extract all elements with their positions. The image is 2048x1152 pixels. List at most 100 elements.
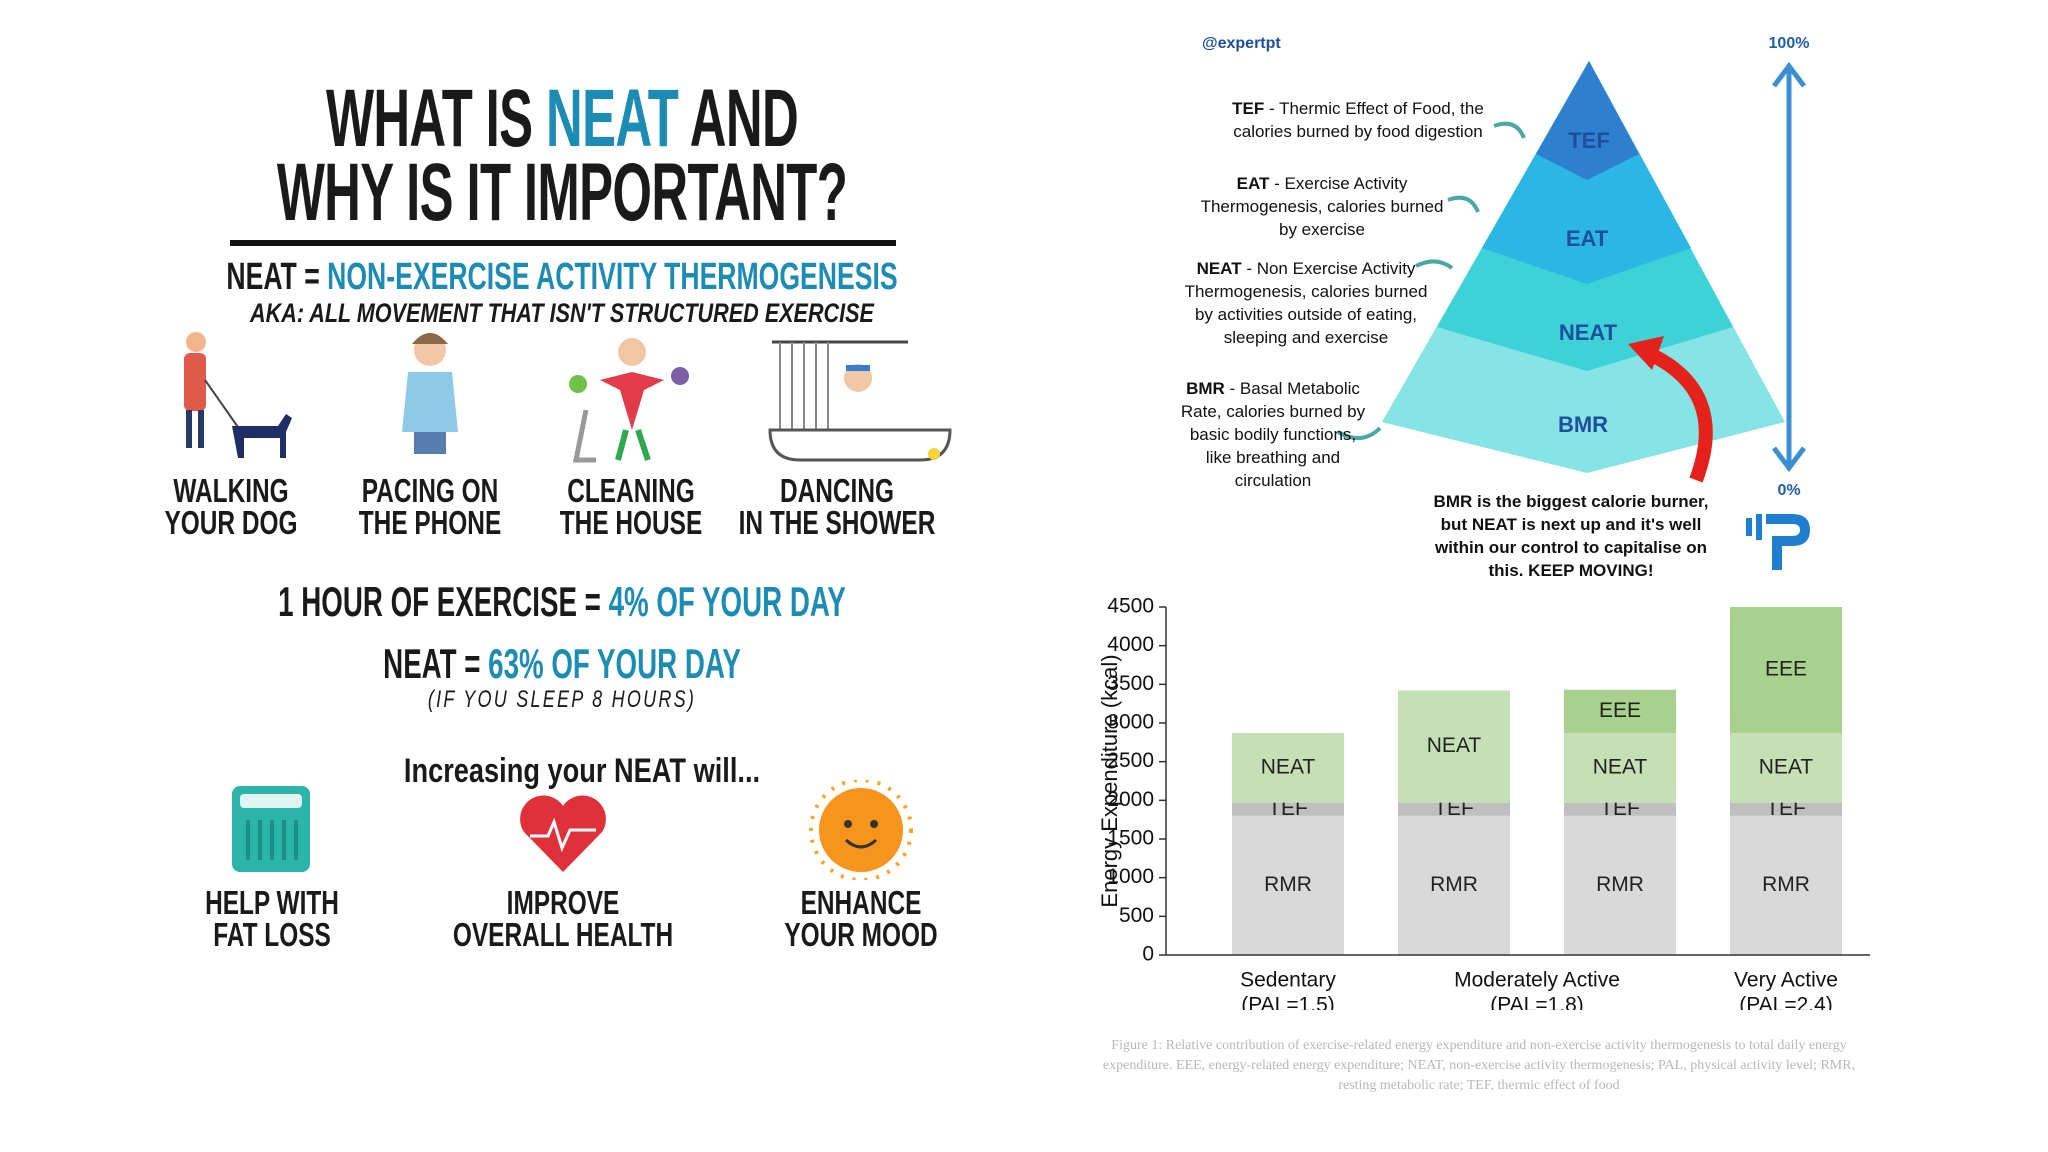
definition: NEAT = NON-EXERCISE ACTIVITY THERMOGENES… — [169, 256, 956, 299]
x-tick-label: Moderately Active — [1454, 969, 1620, 992]
pyramid-note: BMR - Basal Metabolic Rate, calories bur… — [1178, 377, 1368, 492]
bar-segment — [1730, 802, 1842, 816]
activity-line: WALKING — [173, 472, 289, 509]
range-arrow — [1772, 61, 1806, 473]
y-tick-label: 3500 — [1107, 672, 1154, 695]
note-text: - Non Exercise Activity Thermogenesis, c… — [1184, 259, 1428, 347]
cleaning-icon — [569, 338, 689, 463]
activity-label: CLEANING THE HOUSE — [535, 472, 727, 539]
top-label: 100% — [1769, 35, 1810, 52]
activity-line: THE PHONE — [358, 504, 502, 541]
pyramid-note: TEF - Thermic Effect of Food, the calori… — [1226, 97, 1490, 143]
handle: @expertpt — [1202, 35, 1281, 52]
activity-line: DANCING — [780, 472, 894, 509]
sun-icon — [809, 780, 913, 880]
bar-segment — [1398, 815, 1510, 955]
activity-label: PACING ON THE PHONE — [334, 472, 526, 541]
activity-line: IN THE SHOWER — [738, 504, 936, 541]
note-term: TEF — [1232, 99, 1265, 118]
shower-icon — [768, 340, 952, 462]
activity-label: DANCING IN THE SHOWER — [726, 472, 948, 541]
title-highlight: NEAT — [545, 73, 679, 164]
y-tick-label: 3000 — [1107, 711, 1154, 734]
segment-label: RMR — [1264, 873, 1312, 896]
definition-term: NEAT = — [226, 256, 320, 298]
y-axis-label: Energy Expenditure (kcal) — [1097, 654, 1122, 907]
bar-segment — [1564, 815, 1676, 955]
bar-segment — [1398, 802, 1510, 816]
fact-highlight: 63% OF YOUR DAY — [488, 640, 741, 687]
x-tick-label: (PAL=2.4) — [1739, 994, 1833, 1010]
y-tick-label: 0 — [1142, 943, 1154, 966]
stacked-bar-chart: 0 500 1000 1500 2000 2500 3000 3500 4000 4500 Ener… — [1097, 595, 1870, 1010]
walking-icon — [184, 332, 292, 458]
segment-label: NEAT — [1593, 755, 1648, 778]
segment-label: NEAT — [1261, 755, 1316, 778]
benefits-heading: Increasing your NEAT will... — [403, 752, 761, 790]
note-term: EAT — [1236, 174, 1270, 193]
segment-label: NEAT — [1427, 734, 1482, 757]
phone-icon — [402, 333, 458, 454]
x-tick-label: Sedentary — [1240, 969, 1336, 992]
pyramid-note: NEAT - Non Exercise Activity Thermogenes… — [1176, 257, 1436, 349]
fact-highlight: 4% OF YOUR DAY — [608, 578, 846, 625]
callout-arrow — [1643, 345, 1713, 483]
title-text: AND — [689, 73, 799, 164]
y-tick-label: 1000 — [1107, 865, 1154, 888]
plot: 0 500 1000 1500 2000 2500 3000 3500 4000 4500 Ener… — [1097, 595, 1870, 1010]
y-tick-label: 4000 — [1107, 633, 1154, 656]
benefit-label: HELP WITH FAT LOSS — [176, 884, 368, 953]
bar-segment — [1232, 815, 1344, 955]
scale-icon — [232, 786, 310, 872]
benefit-line: FAT LOSS — [213, 916, 331, 953]
neat-fact: NEAT = 63% OF YOUR DAY — [191, 640, 933, 688]
activity-line: YOUR DOG — [164, 504, 298, 541]
activity-line: CLEANING — [567, 472, 695, 509]
benefit-line: OVERALL HEALTH — [452, 916, 674, 953]
benefit-line: ENHANCE — [800, 884, 922, 921]
benefit-line: IMPROVE — [506, 884, 620, 921]
level-label: TEF — [1568, 128, 1610, 153]
activity-line: PACING ON — [361, 472, 499, 509]
segment-label: EEE — [1599, 699, 1641, 722]
benefit-line: YOUR MOOD — [784, 916, 938, 953]
segment-label: RMR — [1762, 873, 1810, 896]
note-arrows — [1336, 121, 1526, 440]
bar-segment — [1564, 733, 1676, 803]
bar-segment — [1564, 689, 1676, 734]
activity-label: WALKING YOUR DOG — [135, 472, 327, 541]
note-term: NEAT — [1196, 259, 1242, 278]
title-rule — [230, 240, 896, 246]
bar-segment — [1730, 815, 1842, 955]
caption: Figure 1: Relative contribution of exerc… — [1102, 1038, 1856, 1093]
y-tick-label: 500 — [1119, 904, 1154, 927]
y-tick-label: 2500 — [1107, 749, 1154, 772]
x-tick-label: Very Active — [1734, 969, 1838, 992]
segment-label: RMR — [1430, 873, 1478, 896]
level-label: EAT — [1566, 226, 1609, 251]
level-label: NEAT — [1559, 320, 1618, 345]
x-tick-label: (PAL=1.5) — [1241, 994, 1335, 1010]
benefit-label: IMPROVE OVERALL HEALTH — [452, 884, 674, 953]
y-tick-label: 2000 — [1107, 788, 1154, 811]
title-line-1: WHAT IS NEAT AND — [214, 72, 911, 166]
segment-label: NEAT — [1759, 755, 1814, 778]
segment-label: EEE — [1765, 658, 1807, 681]
note-text: - Exercise Activity Thermogenesis, calor… — [1200, 174, 1444, 239]
benefit-line: HELP WITH — [205, 884, 339, 921]
note-term: BMR — [1186, 379, 1225, 398]
note-text: - Thermic Effect of Food, the calories b… — [1233, 99, 1484, 141]
sleep-note: (IF YOU SLEEP 8 HOURS) — [427, 686, 697, 713]
pyramid-note: EAT - Exercise Activity Thermogenesis, c… — [1192, 172, 1452, 241]
bar-segment — [1730, 733, 1842, 803]
callout: BMR is the biggest calorie burner, but N… — [1433, 492, 1709, 580]
segment-label: RMR — [1596, 873, 1644, 896]
bottom-label: 0% — [1777, 482, 1800, 499]
fact-text: 1 HOUR OF EXERCISE = — [278, 578, 601, 625]
x-tick-label: (PAL=1.8) — [1490, 994, 1584, 1010]
y-tick-label: 4500 — [1107, 595, 1154, 618]
pyramid-level — [1536, 61, 1639, 180]
level-label: BMR — [1558, 412, 1608, 437]
aka: AKA: ALL MOVEMENT THAT ISN'T STRUCTURED … — [250, 298, 874, 328]
